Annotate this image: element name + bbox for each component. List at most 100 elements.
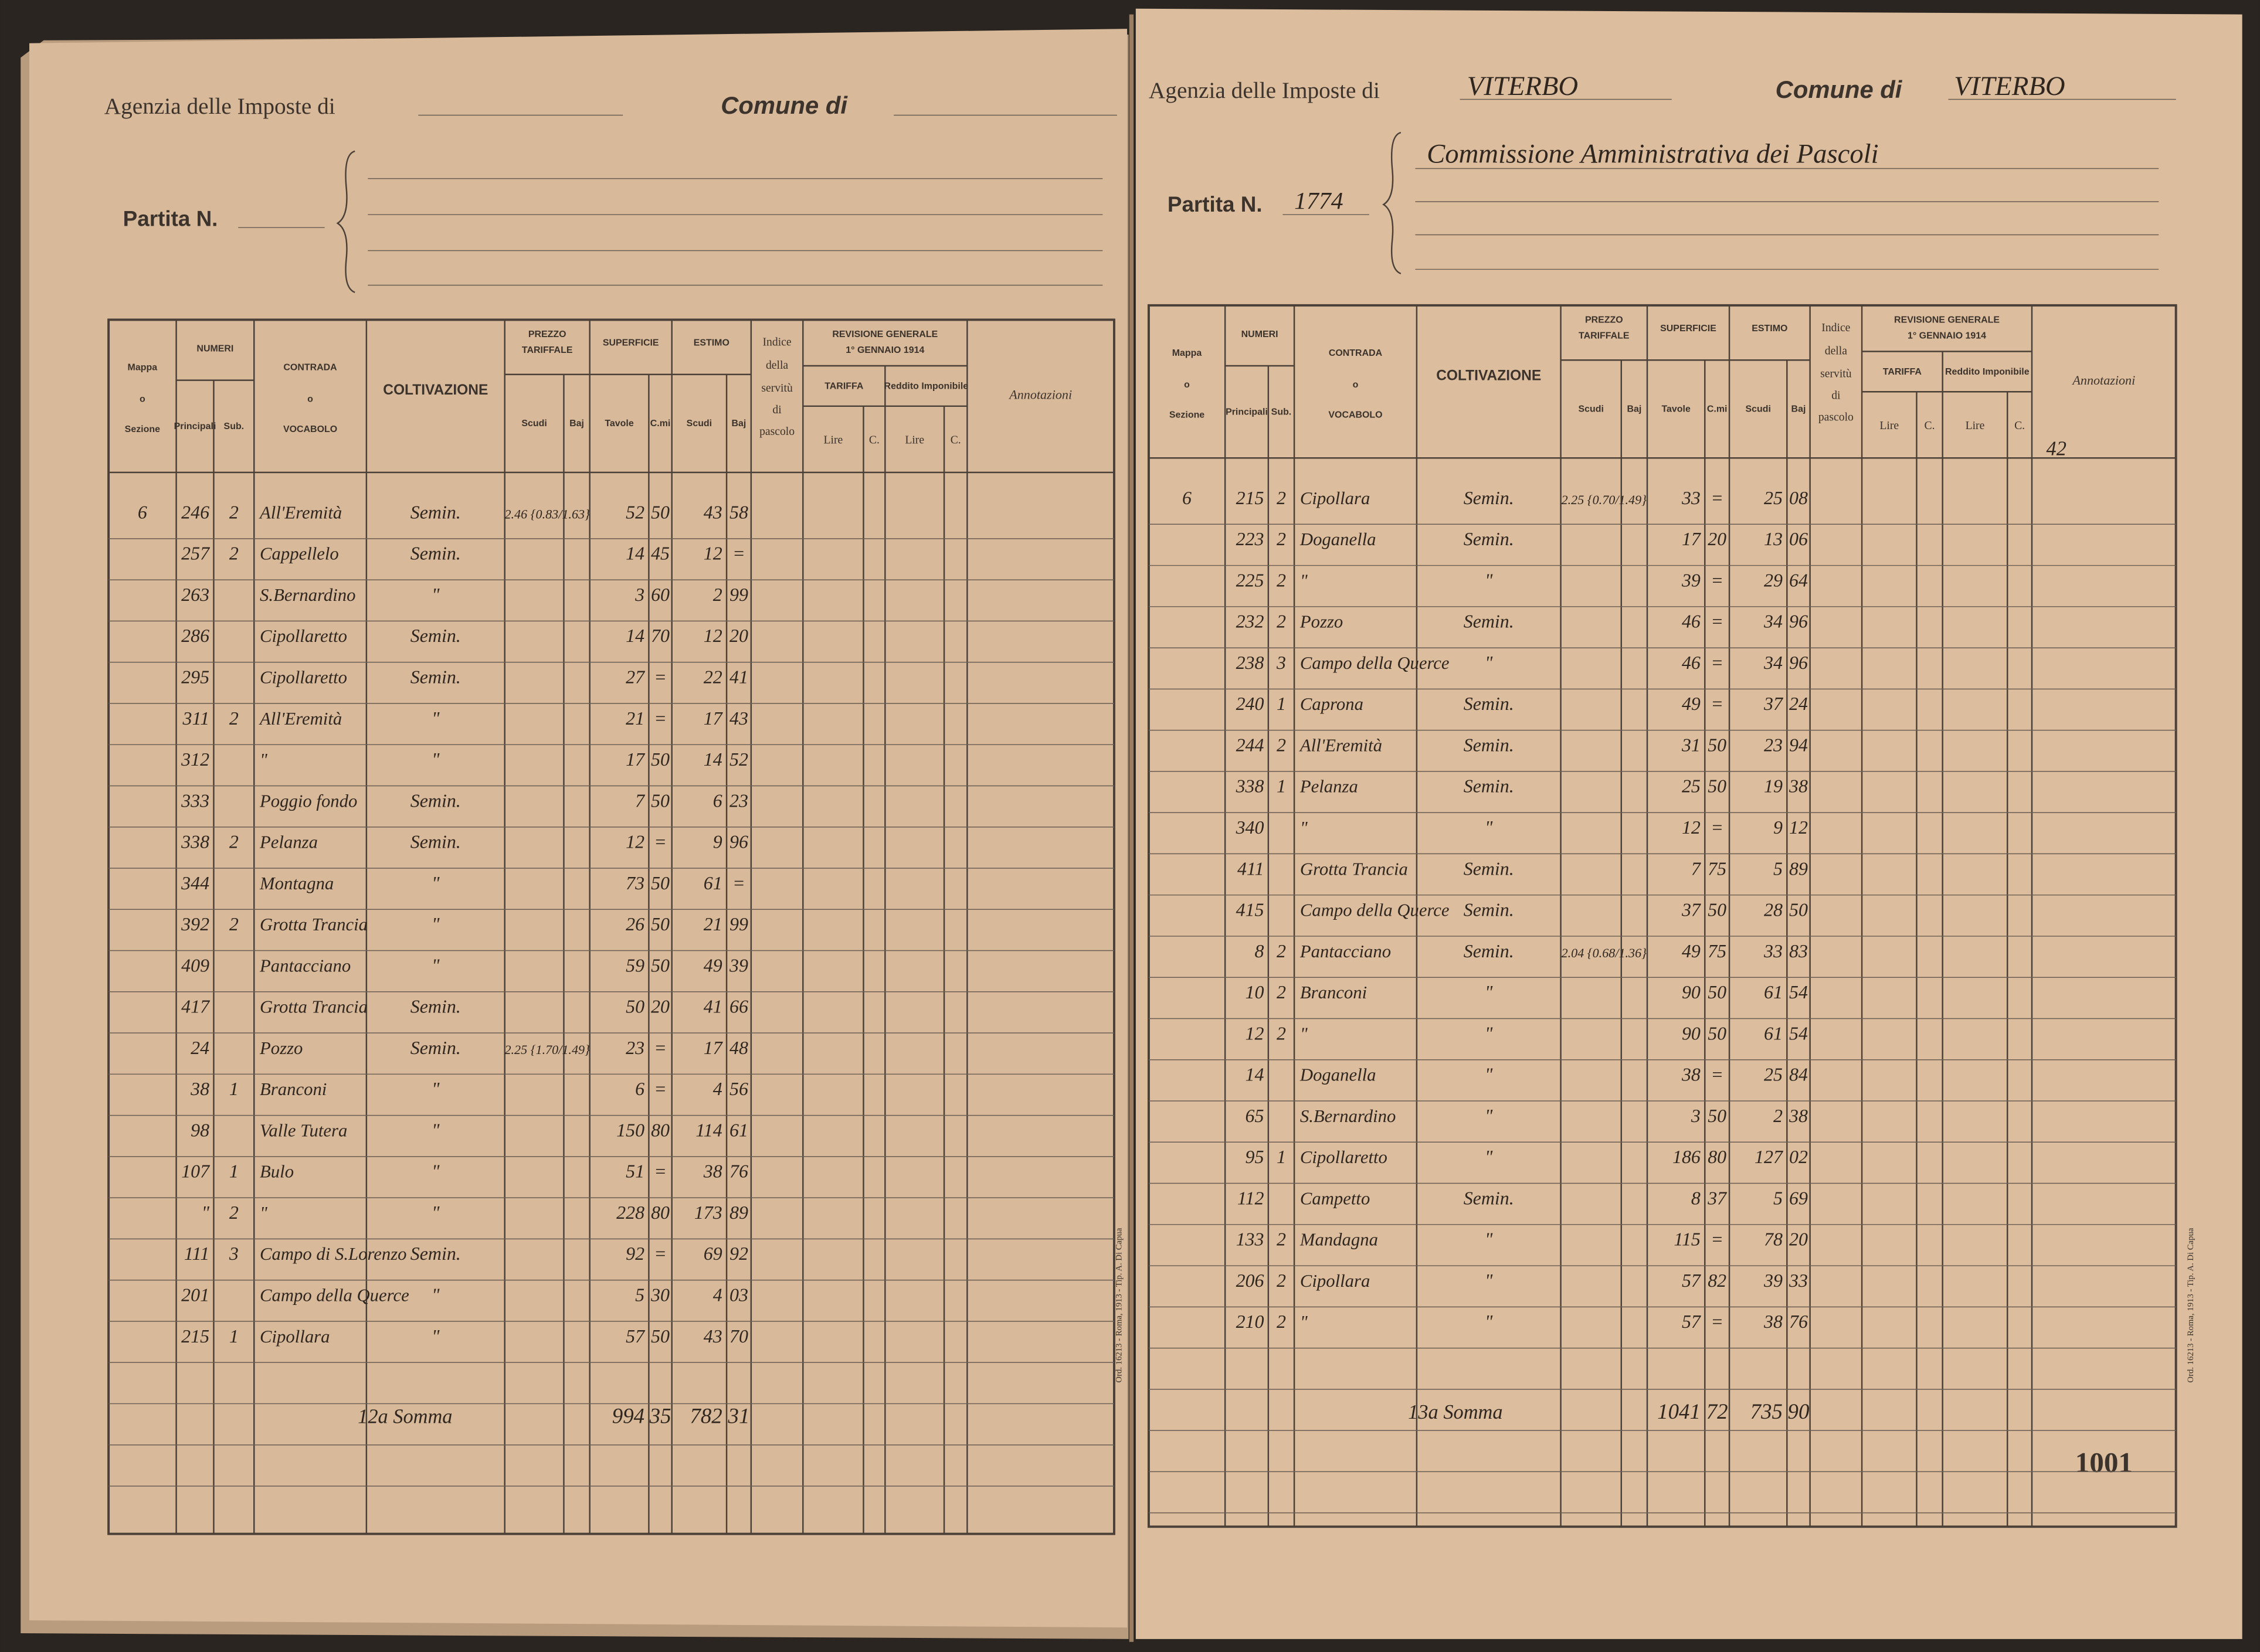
estimo-scudi: 4 <box>713 1079 722 1099</box>
coltivazione: Semin. <box>1464 529 1514 549</box>
superficie-tavole: 33 <box>1681 488 1701 508</box>
superficie-cmi: 20 <box>651 997 670 1017</box>
estimo-scudi: 127 <box>1755 1147 1784 1167</box>
superficie-cmi: = <box>1711 694 1723 714</box>
column-header: PREZZO <box>528 329 566 339</box>
comune-value: VITERBO <box>1954 71 2065 101</box>
subalterno: 2 <box>1277 1023 1286 1043</box>
subalterno: 1 <box>1277 1147 1286 1167</box>
numero-principale: 10 <box>1246 982 1264 1002</box>
subalterno: 2 <box>229 502 239 522</box>
numero-principale: 238 <box>1236 652 1264 673</box>
subalterno: 1 <box>1277 694 1286 714</box>
superficie-cmi: 50 <box>651 914 670 934</box>
subalterno: 3 <box>1276 652 1286 673</box>
estimo-baj: 96 <box>1789 652 1808 673</box>
coltivazione: Semin. <box>1464 735 1514 755</box>
column-header: Lire <box>905 434 924 447</box>
numero-principale: 333 <box>181 790 209 811</box>
agency-label: Agenzia delle Imposte di <box>1149 77 1380 103</box>
numero-principale: 201 <box>181 1285 209 1306</box>
estimo-baj: 39 <box>729 955 748 975</box>
estimo-scudi: 5 <box>1773 1188 1783 1208</box>
estimo-baj: = <box>732 873 745 893</box>
superficie-tavole: 59 <box>626 955 644 975</box>
table-frame <box>107 318 1115 1535</box>
superficie-cmi: 50 <box>1708 1023 1726 1043</box>
superficie-cmi: = <box>654 708 667 729</box>
column-header: o <box>1184 380 1190 390</box>
contrada: Campo di S.Lorenzo <box>260 1244 406 1264</box>
coltivazione: Semin. <box>410 502 461 522</box>
coltivazione: " <box>432 1120 440 1140</box>
superficie-tavole: 52 <box>626 502 644 522</box>
total-est-scudi: 782 <box>690 1403 722 1427</box>
estimo-scudi: 49 <box>704 955 722 975</box>
estimo-scudi: 61 <box>1764 982 1783 1002</box>
contrada: Mandagna <box>1299 1230 1378 1250</box>
estimo-baj: 41 <box>729 667 748 688</box>
superficie-tavole: 51 <box>626 1161 644 1182</box>
contrada: Campo della Querce <box>1300 900 1450 920</box>
numero-principale: 98 <box>191 1120 209 1140</box>
comune-label: Comune di <box>721 91 848 119</box>
coltivazione: " <box>1485 1229 1493 1250</box>
column-header: della <box>1825 344 1847 357</box>
estimo-baj: 52 <box>729 749 748 770</box>
column-header: Baj <box>1627 404 1641 414</box>
coltivazione: " <box>432 749 440 770</box>
superficie-tavole: 90 <box>1682 1023 1701 1043</box>
contrada: Cipollara <box>1300 488 1370 508</box>
superficie-cmi: 82 <box>1708 1270 1726 1291</box>
superficie-cmi: 50 <box>1708 1106 1726 1126</box>
estimo-scudi: 14 <box>704 749 722 770</box>
subalterno: 3 <box>229 1243 239 1264</box>
numero-principale: 95 <box>1246 1147 1264 1167</box>
superficie-tavole: 228 <box>616 1202 644 1223</box>
column-header: NUMERI <box>196 344 233 353</box>
owner: Commissione Amministrativa dei Pascoli <box>1427 139 1879 169</box>
column-header: Lire <box>1879 419 1899 432</box>
numero-principale: 12 <box>1246 1023 1264 1043</box>
coltivazione: Semin. <box>1464 776 1514 797</box>
contrada: Pelanza <box>1299 777 1358 797</box>
contrada: Cappellelo <box>260 544 339 564</box>
coltivazione: Semin. <box>1464 1188 1514 1208</box>
superficie-cmi: 50 <box>651 749 670 770</box>
column-header: C. <box>869 434 880 447</box>
column-header: TARIFFA <box>1883 367 1922 377</box>
numero-principale: 295 <box>181 667 209 688</box>
coltivazione: " <box>432 1285 440 1306</box>
column-header: VOCABOLO <box>1328 410 1382 420</box>
column-header: pascolo <box>1818 410 1854 423</box>
numero-principale: 311 <box>182 708 210 729</box>
contrada: " <box>1300 818 1308 838</box>
numero-principale: 210 <box>1236 1311 1264 1332</box>
superficie-tavole: 17 <box>1682 529 1702 549</box>
column-header: C.mi <box>1707 404 1728 414</box>
superficie-cmi: 50 <box>651 790 670 811</box>
estimo-scudi: 61 <box>1764 1023 1783 1043</box>
estimo-baj: 48 <box>729 1038 748 1058</box>
numero-principale: 225 <box>1236 570 1264 590</box>
agency-label: Agenzia delle Imposte di <box>104 93 335 119</box>
superficie-cmi: = <box>654 832 667 852</box>
annotation: 42 <box>2047 437 2066 460</box>
estimo-baj: 03 <box>729 1285 748 1306</box>
superficie-tavole: 8 <box>1691 1188 1701 1208</box>
column-header: Scudi <box>687 419 712 429</box>
subalterno: 2 <box>1277 1311 1286 1332</box>
superficie-cmi: 75 <box>1708 858 1726 879</box>
contrada: " <box>260 750 267 770</box>
superficie-tavole: 7 <box>635 790 646 811</box>
superficie-tavole: 5 <box>635 1285 644 1306</box>
estimo-scudi: 2 <box>713 584 722 605</box>
numero-principale: 107 <box>181 1161 211 1182</box>
total-label: 12a Somma <box>358 1405 452 1427</box>
superficie-cmi: 80 <box>1708 1147 1726 1167</box>
comune-label: Comune di <box>1776 76 1903 103</box>
coltivazione: " <box>1485 1147 1493 1167</box>
total-sup-tav: 1041 <box>1657 1399 1701 1423</box>
numero-principale: 215 <box>181 1326 209 1347</box>
